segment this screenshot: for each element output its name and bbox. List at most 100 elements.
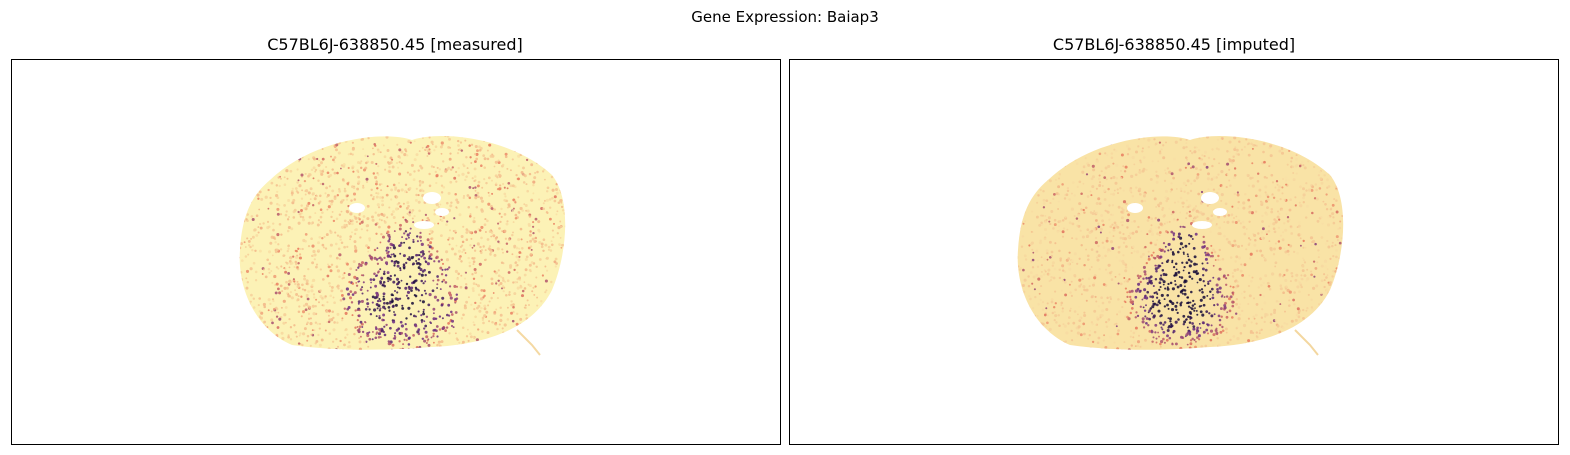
cell-dot <box>330 141 333 144</box>
cell-dot <box>1032 275 1036 279</box>
cell-dot <box>483 304 487 308</box>
cell-dot <box>1223 304 1227 307</box>
cell-dot <box>365 177 369 181</box>
cell-dot <box>475 152 479 156</box>
cell-dot <box>399 205 402 208</box>
cell-dot <box>1174 140 1178 144</box>
cell-dot <box>1296 251 1299 255</box>
cell-dot <box>542 351 545 354</box>
cell-dot <box>1018 290 1021 293</box>
cell-dot <box>1090 194 1093 197</box>
cell-dot <box>569 165 572 168</box>
cell-dot <box>1151 305 1155 309</box>
cell-dot <box>1203 155 1206 158</box>
cell-dot <box>369 312 373 316</box>
cell-dot <box>1298 201 1301 204</box>
cell-dot <box>1279 140 1282 144</box>
cell-dot <box>1245 342 1247 345</box>
cell-dot <box>366 331 370 335</box>
cell-dot <box>1232 293 1235 296</box>
cell-dot <box>251 168 254 171</box>
cell-dot <box>530 163 534 167</box>
cell-dot <box>315 194 319 198</box>
cell-dot <box>1250 321 1253 324</box>
cell-dot <box>435 256 438 260</box>
cell-dot <box>1038 175 1041 178</box>
cell-dot <box>1070 329 1073 333</box>
cell-dot <box>1159 222 1163 226</box>
cell-dot <box>365 224 369 228</box>
cell-dot <box>440 303 444 307</box>
cell-dot <box>1137 145 1140 148</box>
cell-dot <box>570 257 572 259</box>
cell-dot <box>1031 266 1035 269</box>
cell-dot <box>1014 198 1016 200</box>
cell-dot <box>1139 255 1143 259</box>
cell-dot <box>1236 337 1240 341</box>
cell-dot <box>409 313 413 316</box>
cell-dot <box>251 217 255 222</box>
cell-dot <box>1101 133 1103 135</box>
cell-dot <box>271 298 275 301</box>
cell-dot <box>336 312 340 316</box>
cell-dot <box>395 283 399 286</box>
cell-dot <box>285 169 289 173</box>
cell-dot <box>1182 253 1185 255</box>
cell-dot <box>405 191 408 194</box>
cell-dot <box>424 292 427 295</box>
cell-dot <box>426 144 430 148</box>
cell-dot <box>361 137 365 141</box>
cell-dot <box>1276 183 1279 186</box>
cell-dot <box>1045 199 1049 203</box>
cell-dot <box>1154 226 1158 229</box>
cell-dot <box>485 346 488 349</box>
cell-dot <box>1077 325 1081 329</box>
cell-dot <box>1177 270 1181 274</box>
cell-dot <box>246 237 249 240</box>
cell-dot <box>317 333 320 337</box>
cell-dot <box>467 256 470 260</box>
cell-dot <box>1295 313 1299 317</box>
cell-dot <box>405 282 409 286</box>
cell-dot <box>393 264 396 267</box>
cell-dot <box>540 245 544 249</box>
cell-dot <box>279 284 283 288</box>
cell-dot <box>1305 182 1308 185</box>
cell-dot <box>449 180 453 184</box>
cell-dot <box>300 197 304 200</box>
cell-dot <box>1158 151 1162 155</box>
cell-dot <box>1037 277 1041 281</box>
cell-dot <box>515 246 519 250</box>
cell-dot <box>460 274 463 277</box>
cell-dot <box>328 131 331 134</box>
cell-dot <box>1201 154 1204 157</box>
cell-dot <box>1241 309 1244 313</box>
cell-dot <box>440 272 444 276</box>
cell-dot <box>400 162 403 165</box>
cell-dot <box>318 322 322 325</box>
cell-dot <box>397 166 400 169</box>
cell-dot <box>244 179 247 182</box>
cell-dot <box>1087 145 1091 149</box>
cell-dot <box>347 292 351 296</box>
cell-dot <box>1072 321 1076 325</box>
cell-dot <box>239 152 241 155</box>
cell-dot <box>1338 154 1341 158</box>
section-tail <box>516 329 541 356</box>
cell-dot <box>1122 232 1125 236</box>
cell-dot <box>1311 307 1314 310</box>
cell-dot <box>387 352 390 355</box>
cell-dot <box>421 270 425 273</box>
cell-dot <box>1054 290 1057 293</box>
cell-dot <box>1061 279 1065 282</box>
cell-dot <box>1014 181 1017 184</box>
cell-dot <box>1035 351 1038 354</box>
cell-dot <box>1030 158 1034 162</box>
cell-dot <box>270 270 273 272</box>
cell-dot <box>1120 221 1123 224</box>
cell-dot <box>1348 234 1350 236</box>
cell-dot <box>1085 352 1088 355</box>
cell-dot <box>1346 301 1348 303</box>
cell-dot <box>1058 268 1061 272</box>
cell-dot <box>495 343 498 346</box>
